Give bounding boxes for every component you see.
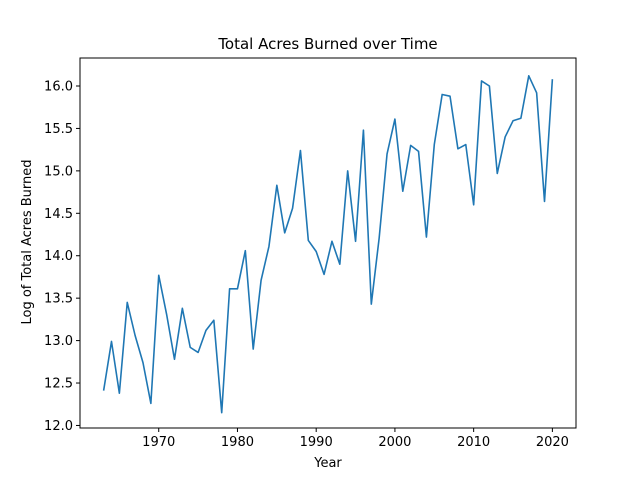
series-line-0 [102,75,554,414]
x-tick-label: 2010 [457,435,490,450]
y-tick-label: 15.0 [44,164,73,179]
y-tick-label: 13.5 [44,292,73,307]
x-tick-label: 1980 [221,435,254,450]
y-tick-label: 14.5 [44,207,73,222]
x-axis-ticks: 1970 1980 1990 2000 2010 2020 [142,428,569,450]
y-tick-label: 16.0 [44,80,73,95]
y-axis-label: Log of Total Acres Burned [20,159,35,324]
x-tick-label: 1970 [142,435,175,450]
y-tick-label: 12.0 [44,419,73,434]
y-tick-label: 13.0 [44,334,73,349]
x-axis-label: Year [313,456,342,471]
y-axis-ticks: 12.0 12.5 13.0 13.5 14.0 14.5 15.0 15.5 16.0 [44,80,80,434]
x-tick-label: 2020 [536,435,569,450]
y-tick-label: 12.5 [44,377,73,392]
x-tick-label: 2000 [378,435,411,450]
chart-title: Total Acres Burned over Time [217,35,437,53]
y-tick-label: 15.5 [44,122,73,137]
x-tick-label: 1990 [300,435,333,450]
y-tick-label: 14.0 [44,249,73,264]
axes-frame [79,57,577,429]
plot-area [102,75,554,414]
